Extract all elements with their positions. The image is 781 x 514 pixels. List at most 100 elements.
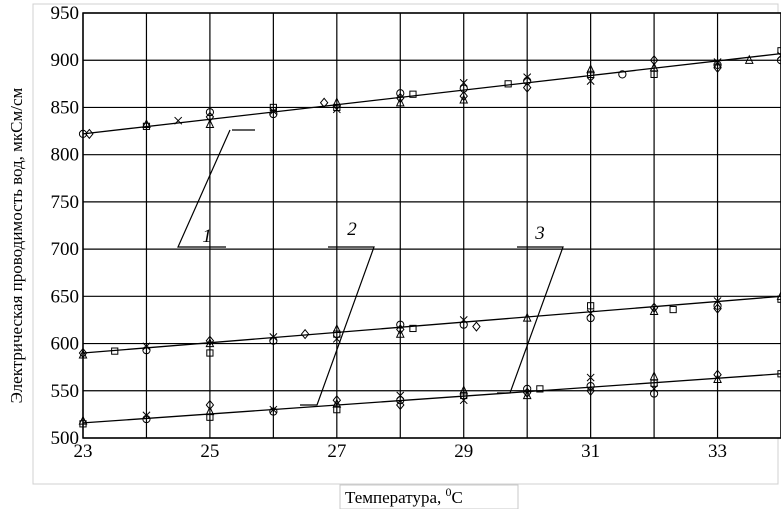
plot-border (82, 12, 781, 439)
fit-line (82, 295, 781, 354)
x-axis-title-superscript: 0 (446, 485, 452, 499)
y-tick-label: 850 (51, 97, 80, 118)
data-point (396, 324, 405, 335)
series-1 (78, 47, 781, 140)
data-point (332, 398, 342, 408)
data-point (205, 111, 215, 123)
data-point (142, 122, 151, 130)
curve-label: 1 (202, 226, 212, 247)
data-point (333, 406, 341, 414)
data-point (587, 70, 595, 78)
data-point (713, 62, 722, 73)
data-point (587, 302, 595, 310)
curve-label-leader (300, 246, 375, 406)
data-point (142, 118, 151, 129)
data-point (669, 305, 677, 314)
x-tick-label: 23 (74, 441, 93, 462)
data-point (174, 116, 183, 125)
data-point (206, 413, 214, 421)
data-point (396, 399, 405, 411)
data-point (142, 346, 151, 355)
data-point (205, 406, 215, 416)
data-point (396, 89, 405, 98)
x-axis-title-unit: С (452, 488, 463, 507)
data-point (332, 334, 341, 343)
data-point (776, 56, 781, 65)
data-point (205, 399, 215, 411)
data-point (650, 379, 658, 387)
x-axis-title-box (339, 484, 519, 510)
y-tick-label: 750 (51, 192, 80, 213)
data-point (332, 323, 342, 333)
y-tick-label: 800 (51, 145, 80, 166)
curve-labels: 1 2 3 (177, 129, 564, 406)
data-point (650, 70, 658, 78)
curve-label-leader (177, 129, 255, 248)
y-tick-label: 900 (51, 50, 80, 71)
data-point (332, 105, 341, 114)
data-point (333, 103, 341, 112)
data-point (744, 54, 754, 64)
data-point (777, 295, 781, 303)
data-point (713, 369, 722, 380)
data-point (504, 80, 512, 88)
data-point (713, 373, 722, 384)
data-point (777, 370, 781, 378)
data-point (649, 55, 659, 66)
data-point (333, 330, 341, 338)
data-point (522, 82, 532, 93)
x-axis-title: Температура, 0С (345, 485, 463, 507)
data-point (522, 312, 532, 322)
data-point (332, 395, 342, 406)
y-tick-label: 600 (51, 334, 80, 355)
data-point (618, 70, 627, 79)
data-point (649, 389, 659, 398)
x-tick-label: 29 (454, 441, 473, 462)
data-point (649, 302, 659, 313)
data-point (586, 77, 595, 85)
data-point (523, 384, 532, 393)
data-point (111, 347, 119, 355)
data-point (300, 328, 310, 340)
data-point (409, 324, 417, 333)
data-point (396, 396, 405, 405)
data-point (522, 389, 532, 400)
data-point (459, 90, 468, 102)
data-point (586, 373, 595, 382)
data-point (269, 405, 278, 414)
data-point (79, 420, 87, 428)
data-point (78, 349, 88, 359)
data-point (269, 109, 278, 119)
data-point (205, 108, 215, 117)
data-point (205, 335, 215, 346)
data-point (269, 107, 278, 116)
data-point (142, 415, 151, 424)
data-point (269, 336, 278, 345)
data-point (205, 338, 215, 348)
plot-area (83, 13, 781, 438)
data-point (459, 396, 468, 405)
y-tick-label: 500 (51, 428, 80, 449)
data-point (460, 391, 468, 400)
y-axis-title: Электрическая проводимость вод, мкСм/см (7, 87, 26, 403)
data-point (459, 94, 469, 104)
data-point (396, 92, 405, 104)
data-point (269, 407, 278, 416)
data-point (713, 303, 722, 314)
data-point (713, 60, 722, 70)
data-point (586, 313, 595, 323)
y-tick-label: 550 (51, 381, 80, 402)
x-axis-title-text: Температура, (345, 488, 446, 507)
curve-label-leader (497, 246, 564, 394)
fit-line (82, 52, 781, 135)
y-tick-labels: 500 550 600 650 700 750 800 850 900 950 (51, 3, 80, 449)
data-point (332, 97, 342, 107)
data-point (395, 97, 405, 107)
data-point (395, 328, 405, 338)
series-3 (78, 369, 781, 428)
x-tick-label: 27 (327, 441, 346, 462)
curve-label: 3 (534, 223, 545, 244)
data-point (319, 97, 329, 108)
